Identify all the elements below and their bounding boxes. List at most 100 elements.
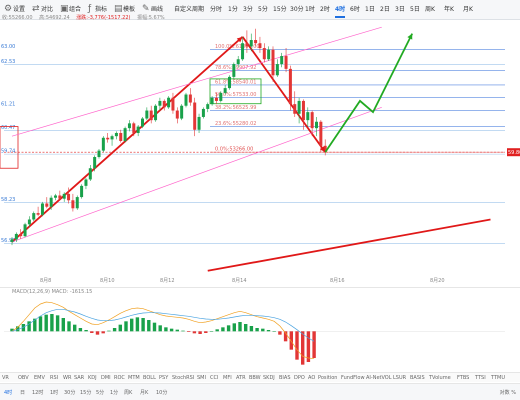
tf-2d-button[interactable]: 2日 bbox=[380, 6, 390, 13]
candlestick-chart[interactable]: 63.00 62.53 61.21 60.47 59.74 58.23 56.95 100.0… bbox=[0, 20, 520, 286]
tfbar-10m[interactable]: 10分 bbox=[156, 390, 168, 396]
indicator-icon[interactable]: ƒ bbox=[88, 4, 92, 14]
macd-histogram-bar bbox=[50, 314, 54, 332]
indicator-bbw[interactable]: BBW bbox=[249, 375, 261, 381]
indicator-button[interactable]: 指标 bbox=[95, 6, 108, 13]
settings-button[interactable]: 设置 bbox=[13, 6, 26, 13]
tf-5m-button[interactable]: 5分 bbox=[258, 6, 268, 13]
candle-body bbox=[132, 123, 136, 133]
indicator-mfi[interactable]: MFI bbox=[223, 375, 232, 381]
tf-15m-button[interactable]: 15分 bbox=[273, 6, 287, 13]
tf-1d-button[interactable]: 1日 bbox=[365, 6, 375, 13]
indicator-stochrsi[interactable]: StochRSI bbox=[172, 375, 195, 381]
indicator-dmi[interactable]: DMI bbox=[101, 375, 111, 381]
chart-background bbox=[0, 20, 520, 286]
indicator-basis[interactable]: BASIS bbox=[410, 375, 425, 381]
tf-week-button[interactable]: 周K bbox=[425, 6, 435, 13]
tf-4h-button[interactable]: 4时 bbox=[335, 6, 346, 13]
indicator-ttsi[interactable]: TTSI bbox=[475, 375, 486, 381]
candle-body bbox=[101, 137, 105, 151]
indicator-skdj[interactable]: SKDJ bbox=[263, 375, 275, 381]
tf-month-button[interactable]: 月K bbox=[463, 6, 473, 13]
tfbar-month[interactable]: 月K bbox=[140, 390, 149, 396]
macd-histogram-bar bbox=[181, 330, 185, 332]
candle-body bbox=[114, 132, 118, 137]
indicator-ainetvol[interactable]: AI-NetVOL bbox=[366, 375, 392, 381]
candle-body bbox=[245, 43, 249, 47]
tf-3m-button[interactable]: 3分 bbox=[243, 6, 253, 13]
indicator-sar[interactable]: SAR bbox=[74, 375, 85, 381]
tfbar-12h[interactable]: 12时 bbox=[32, 390, 44, 396]
indicator-lsur[interactable]: LSUR bbox=[393, 375, 407, 381]
tf-year-button[interactable]: 年K bbox=[444, 6, 454, 13]
indicator-psy[interactable]: PSY bbox=[159, 375, 169, 381]
candle-body bbox=[306, 112, 310, 121]
tf-2h-button[interactable]: 2时 bbox=[320, 6, 330, 13]
template-icon[interactable]: ▤ bbox=[114, 4, 123, 14]
indicator-smi[interactable]: SMI bbox=[197, 375, 206, 381]
indicator-dpo[interactable]: DPO bbox=[294, 375, 305, 381]
log-percent-toggle[interactable]: 对数 % bbox=[499, 390, 516, 396]
tfbar-4h[interactable]: 4时 bbox=[4, 390, 13, 396]
tf-30m-button[interactable]: 30分 bbox=[290, 6, 304, 13]
tf-tick-button[interactable]: 分时 bbox=[210, 6, 223, 13]
template-button[interactable]: 模板 bbox=[123, 6, 136, 13]
indicator-ftbs[interactable]: FTBS bbox=[457, 375, 470, 381]
gear-icon[interactable]: ⚙ bbox=[4, 4, 13, 14]
candle-body bbox=[301, 100, 305, 121]
indicator-position[interactable]: Position bbox=[318, 375, 338, 381]
candle-body bbox=[297, 100, 301, 114]
macd-histogram-bar bbox=[147, 320, 151, 332]
candle-body bbox=[323, 145, 327, 153]
tfbar-15m[interactable]: 15分 bbox=[80, 390, 92, 396]
draw-icon[interactable]: ✎ bbox=[142, 4, 150, 14]
tf-3d-button[interactable]: 3日 bbox=[395, 6, 405, 13]
macd-dif-line bbox=[11, 301, 315, 360]
compare-button[interactable]: 对比 bbox=[41, 6, 54, 13]
indicator-rsi[interactable]: RSI bbox=[50, 375, 59, 381]
indicator-boll[interactable]: BOLL bbox=[143, 375, 156, 381]
indicator-obv[interactable]: OBV bbox=[18, 375, 29, 381]
macd-histogram-bar bbox=[141, 318, 145, 332]
macd-histogram-bar bbox=[33, 318, 37, 332]
indicator-kdj[interactable]: KDJ bbox=[88, 375, 97, 381]
indicator-roc[interactable]: ROC bbox=[114, 375, 125, 381]
indicator-ttmu[interactable]: TTMU bbox=[491, 375, 505, 381]
indicator-ao[interactable]: AO bbox=[308, 375, 316, 381]
indicator-bias[interactable]: BIAS bbox=[279, 375, 291, 381]
compare-icon[interactable]: ⇄ bbox=[32, 4, 40, 14]
candle-body bbox=[145, 110, 149, 119]
tfbar-week[interactable]: 周K bbox=[124, 390, 133, 396]
candle-body bbox=[180, 105, 184, 119]
tf-1h-button[interactable]: 1时 bbox=[305, 6, 315, 13]
indicator-mtm[interactable]: MTM bbox=[128, 375, 140, 381]
macd-histogram-bar bbox=[192, 331, 197, 334]
candle-body bbox=[49, 197, 53, 207]
indicator-tvolume[interactable]: TVolume bbox=[429, 375, 451, 381]
indicator-atr[interactable]: ATR bbox=[236, 375, 246, 381]
tf-1m-button[interactable]: 1分 bbox=[228, 6, 238, 13]
combine-button[interactable]: 组合 bbox=[69, 6, 82, 13]
indicator-emv[interactable]: EMV bbox=[34, 375, 45, 381]
tfbar-day[interactable]: 日 bbox=[20, 390, 26, 396]
candle-body bbox=[206, 104, 210, 109]
indicator-vr[interactable]: VR bbox=[2, 375, 9, 381]
indicator-fundflow[interactable]: FundFlow bbox=[341, 375, 365, 381]
combine-icon[interactable]: ▣ bbox=[60, 4, 69, 14]
indicator-wr[interactable]: WR bbox=[63, 375, 72, 381]
tf-6h-button[interactable]: 6时 bbox=[350, 6, 360, 13]
tfbar-5m[interactable]: 5分 bbox=[96, 390, 105, 396]
tfbar-1h[interactable]: 1时 bbox=[50, 390, 59, 396]
draw-button[interactable]: 画线 bbox=[151, 6, 164, 13]
macd-histogram-bar bbox=[255, 328, 259, 332]
custom-period-button[interactable]: 自定义周期 bbox=[174, 6, 205, 13]
indicator-cci[interactable]: CCI bbox=[210, 375, 219, 381]
candle-body bbox=[232, 64, 236, 77]
panel-divider[interactable] bbox=[0, 287, 520, 288]
tfbar-30m[interactable]: 30分 bbox=[64, 390, 76, 396]
fib-level-label: 0.0%:53266.00 bbox=[215, 147, 253, 153]
macd-chart[interactable] bbox=[0, 288, 520, 372]
tf-5d-button[interactable]: 5日 bbox=[410, 6, 420, 13]
tfbar-1m[interactable]: 1分 bbox=[110, 390, 119, 396]
candle-body bbox=[62, 193, 66, 199]
